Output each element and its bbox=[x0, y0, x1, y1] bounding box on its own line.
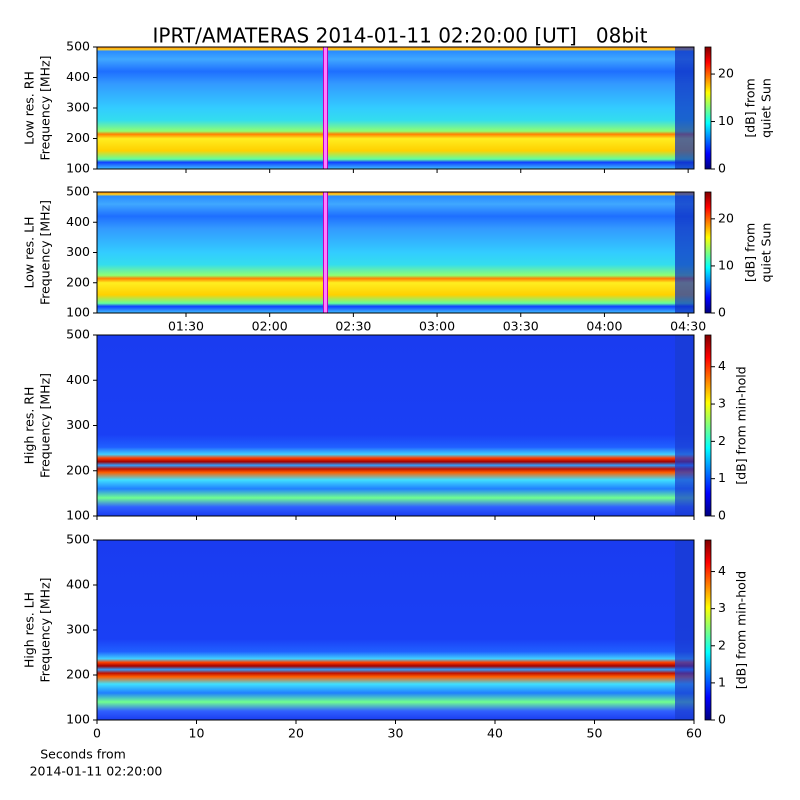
y-tick-label: 200 bbox=[66, 462, 90, 477]
spectrogram bbox=[97, 540, 694, 720]
y-tick-label: 300 bbox=[66, 417, 90, 432]
x-tick-label: 20 bbox=[288, 726, 304, 741]
highlight-line bbox=[322, 46, 328, 170]
colorbar-tick-label: 20 bbox=[718, 66, 734, 81]
colorbar-label: quiet Sun bbox=[759, 223, 774, 283]
spectrogram bbox=[97, 192, 694, 313]
y-axis-label: Low res. LH bbox=[22, 217, 37, 289]
y-axis-label: Frequency [MHz] bbox=[38, 577, 53, 682]
x-axis-label: 2014-01-11 02:20:00 bbox=[30, 764, 163, 779]
y-axis-label: Frequency [MHz] bbox=[38, 373, 53, 478]
x-tick-label: 04:30 bbox=[670, 319, 706, 334]
x-tick-label: 50 bbox=[587, 726, 603, 741]
colorbar bbox=[704, 46, 712, 170]
colorbar-label: [dB] from min-hold bbox=[734, 366, 749, 484]
colorbar-tick-label: 1 bbox=[718, 470, 726, 485]
y-tick-label: 400 bbox=[66, 69, 90, 84]
x-tick-label: 0 bbox=[93, 726, 101, 741]
colorbar bbox=[704, 191, 712, 314]
colorbar-tick-label: 10 bbox=[718, 113, 734, 128]
colorbar-tick-label: 2 bbox=[718, 433, 726, 448]
x-tick-label: 03:30 bbox=[503, 319, 539, 334]
y-tick-label: 500 bbox=[66, 327, 90, 342]
colorbar-label: [dB] from bbox=[743, 223, 758, 282]
highlight-line bbox=[322, 191, 328, 314]
y-tick-label: 400 bbox=[66, 577, 90, 592]
spectrogram bbox=[97, 47, 694, 169]
colorbar-tick-label: 0 bbox=[718, 508, 726, 523]
x-tick-label: 02:30 bbox=[335, 319, 371, 334]
colorbar-tick-label: 0 bbox=[718, 161, 726, 176]
y-tick-label: 100 bbox=[66, 712, 90, 727]
y-tick-label: 200 bbox=[66, 667, 90, 682]
spectrogram-edge bbox=[675, 540, 694, 720]
y-tick-label: 400 bbox=[66, 372, 90, 387]
colorbar-tick-label: 3 bbox=[718, 396, 726, 411]
colorbar-label: [dB] from min-hold bbox=[734, 571, 749, 689]
spectrogram-edge bbox=[675, 47, 694, 169]
spectrogram bbox=[97, 335, 694, 516]
figure-title: IPRT/AMATERAS 2014-01-11 02:20:00 [UT] 0… bbox=[153, 24, 648, 48]
colorbar-tick-label: 4 bbox=[718, 563, 726, 578]
x-tick-label: 30 bbox=[388, 726, 404, 741]
y-tick-label: 300 bbox=[66, 100, 90, 115]
y-axis-label: High res. RH bbox=[22, 387, 37, 465]
colorbar-tick-label: 10 bbox=[718, 257, 734, 272]
y-axis-label: Frequency [MHz] bbox=[38, 200, 53, 305]
colorbar-tick-label: 0 bbox=[718, 712, 726, 727]
y-axis-label: Low res. RH bbox=[22, 71, 37, 145]
y-tick-label: 300 bbox=[66, 244, 90, 259]
x-tick-label: 60 bbox=[686, 726, 702, 741]
colorbar-tick-label: 1 bbox=[718, 674, 726, 689]
x-tick-label: 40 bbox=[487, 726, 503, 741]
y-tick-label: 500 bbox=[66, 184, 90, 199]
x-tick-label: 04:00 bbox=[586, 319, 622, 334]
y-tick-label: 200 bbox=[66, 130, 90, 145]
y-tick-label: 200 bbox=[66, 274, 90, 289]
y-axis-label: Frequency [MHz] bbox=[38, 55, 53, 160]
y-tick-label: 400 bbox=[66, 214, 90, 229]
spectrogram-edge bbox=[675, 335, 694, 516]
colorbar bbox=[704, 539, 712, 721]
y-tick-label: 100 bbox=[66, 305, 90, 320]
colorbar-tick-label: 2 bbox=[718, 637, 726, 652]
x-tick-label: 10 bbox=[189, 726, 205, 741]
x-tick-label: 03:00 bbox=[419, 319, 455, 334]
y-tick-label: 500 bbox=[66, 39, 90, 54]
colorbar-label: [dB] from bbox=[743, 78, 758, 137]
x-tick-label: 01:30 bbox=[168, 319, 204, 334]
x-axis-label: Seconds from bbox=[40, 747, 126, 762]
spectrogram-edge bbox=[675, 192, 694, 313]
colorbar-tick-label: 3 bbox=[718, 600, 726, 615]
y-tick-label: 100 bbox=[66, 508, 90, 523]
x-tick-label: 02:00 bbox=[252, 319, 288, 334]
colorbar-tick-label: 4 bbox=[718, 358, 726, 373]
y-axis-label: High res. LH bbox=[22, 592, 37, 668]
colorbar-tick-label: 20 bbox=[718, 210, 734, 225]
colorbar-tick-label: 0 bbox=[718, 305, 726, 320]
colorbar-label: quiet Sun bbox=[759, 78, 774, 138]
y-tick-label: 300 bbox=[66, 622, 90, 637]
y-tick-label: 500 bbox=[66, 532, 90, 547]
y-tick-label: 100 bbox=[66, 161, 90, 176]
colorbar bbox=[704, 334, 712, 517]
